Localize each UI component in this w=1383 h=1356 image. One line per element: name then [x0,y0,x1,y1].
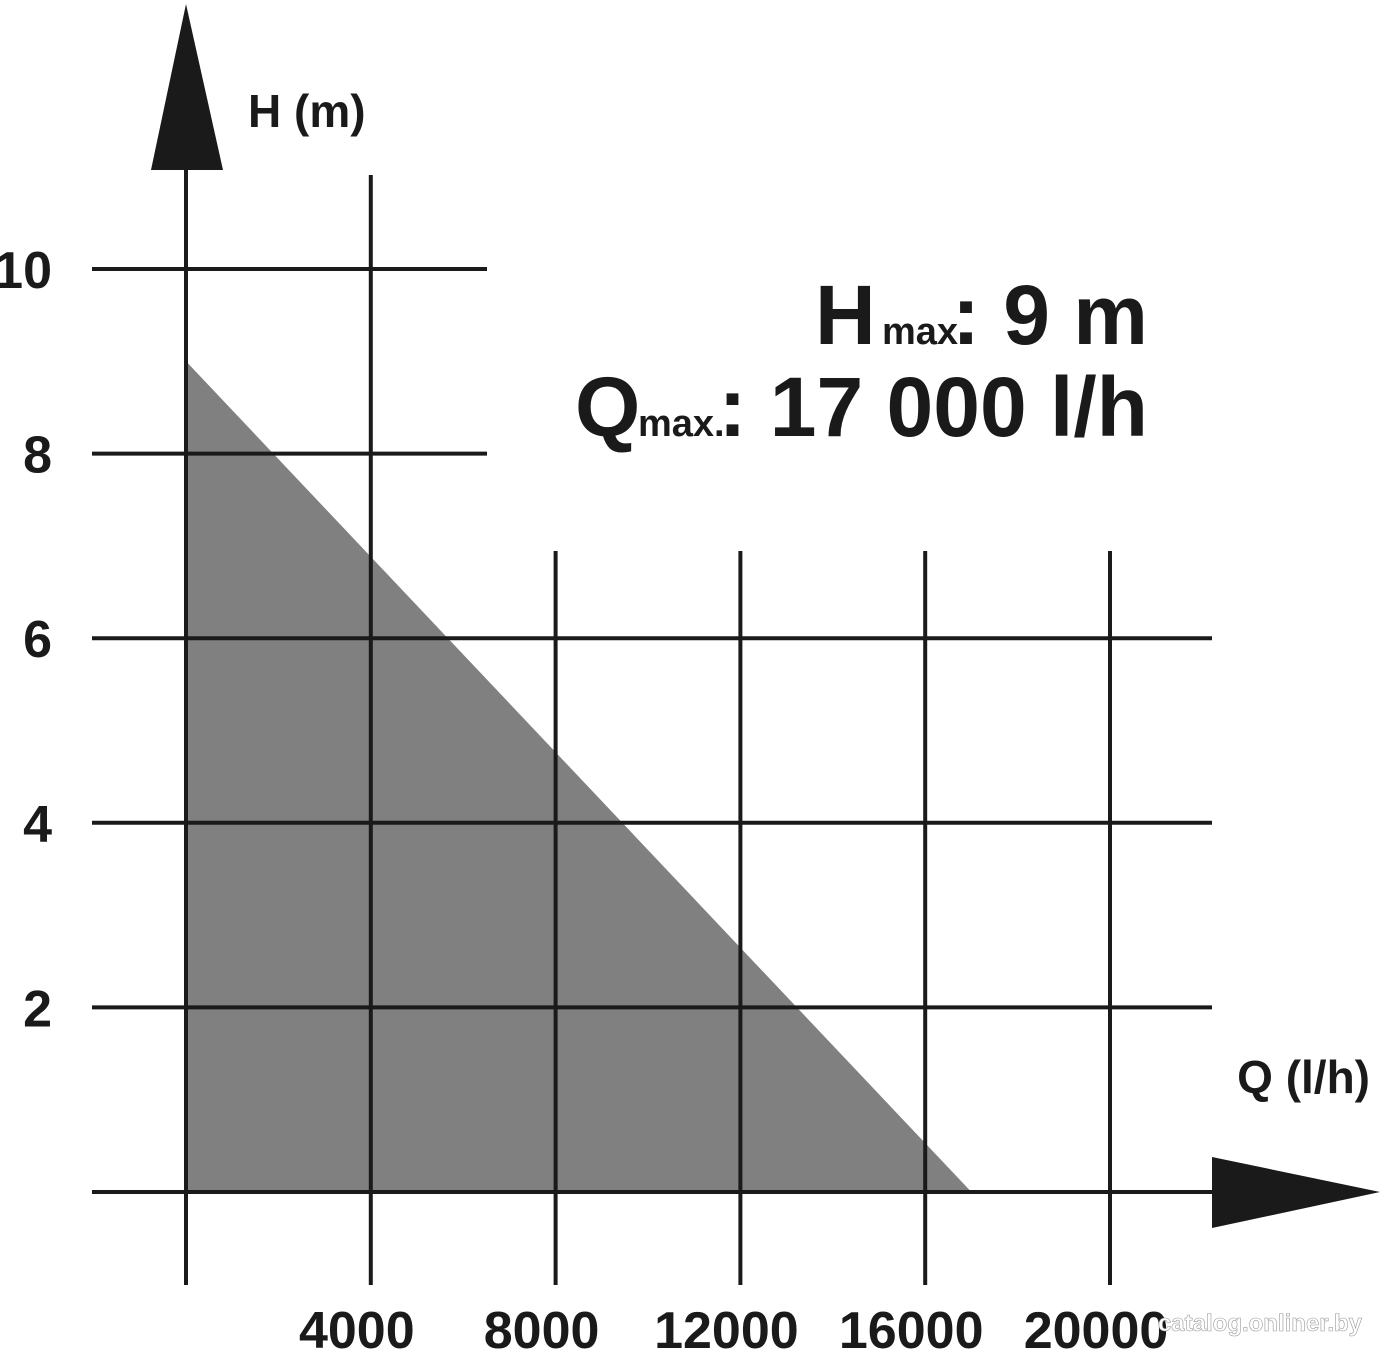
y-axis-arrow-icon [151,4,223,170]
x-tick-label-4000: 4000 [299,1302,415,1351]
x-tick-label-8000: 8000 [484,1302,600,1351]
y-tick-label-4: 4 [23,796,52,854]
x-tick-label-16000: 16000 [839,1302,984,1351]
x-tick-label-12000: 12000 [654,1302,799,1351]
hmax-subscript: max. [882,311,969,353]
hmax-value: : 9 m [952,268,1148,362]
x-tick-label-20000: 20000 [1024,1302,1169,1351]
tick-labels: 2 4 6 8 10 4000 8000 12000 16000 20000 [0,242,1169,1356]
axes [92,4,1380,1285]
performance-area [186,361,972,1192]
y-tick-label-8: 8 [23,427,52,485]
grid-lines [92,175,1212,1285]
hmax-annotation: H max. : 9 m [815,268,1148,362]
x-axis-arrow-icon [1212,1157,1380,1228]
y-tick-label-2: 2 [23,980,52,1038]
y-tick-label-10: 10 [0,242,52,300]
watermark: catalog.onliner.by [1158,1310,1363,1337]
qmax-annotation: Q max. : 17 000 l/h [575,360,1148,454]
qmax-value: : 17 000 l/h [718,360,1148,454]
y-tick-label-6: 6 [23,611,52,669]
qmax-subscript: max. [638,403,725,445]
hmax-symbol: H [815,268,876,362]
y-axis-label: H (m) [248,85,366,137]
qmax-symbol: Q [575,360,640,454]
x-axis-label: Q (l/h) [1237,1051,1370,1103]
